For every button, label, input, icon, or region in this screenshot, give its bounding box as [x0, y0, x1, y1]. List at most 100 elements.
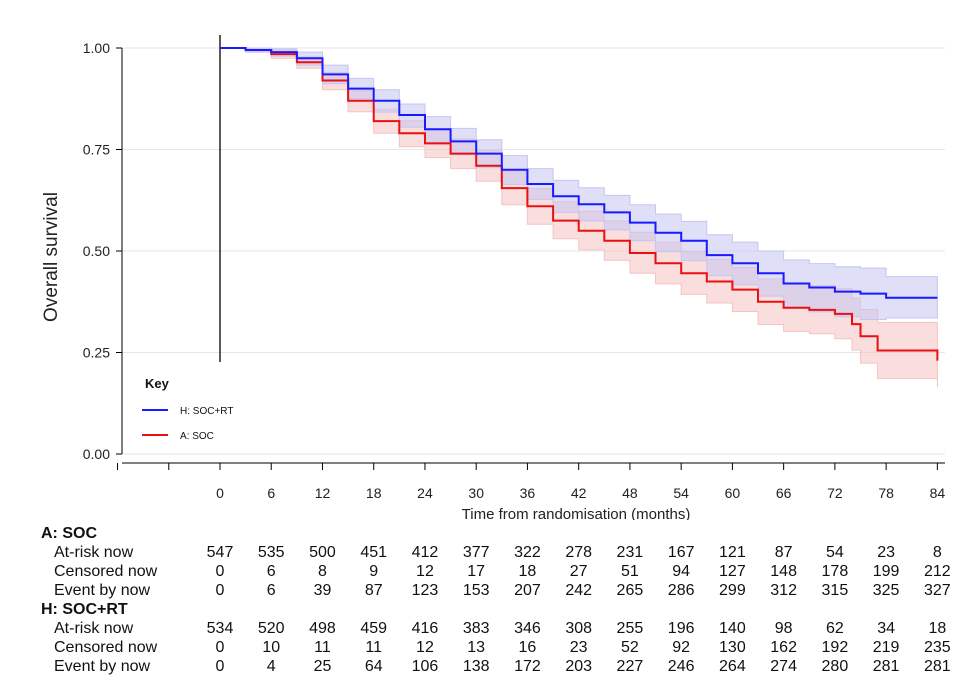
- risk-cell: 11: [365, 639, 383, 656]
- risk-cell: 140: [719, 620, 746, 637]
- risk-cell: 308: [565, 620, 593, 637]
- risk-cell: 203: [565, 658, 593, 675]
- x-tick-label: 84: [930, 485, 946, 501]
- grid-lines: [122, 47, 945, 455]
- risk-row-label: Censored now: [54, 563, 158, 580]
- risk-cell: 278: [565, 544, 593, 561]
- risk-cell: 18: [928, 620, 947, 637]
- risk-cell: 6: [266, 563, 276, 580]
- risk-cell: 0: [215, 563, 225, 580]
- x-tick-label: 54: [673, 485, 689, 501]
- risk-cell: 219: [872, 639, 900, 656]
- risk-cell: 34: [877, 620, 895, 637]
- y-axis-label: Overall survival: [41, 192, 62, 322]
- risk-cell: 246: [667, 658, 695, 675]
- survival-chart: 0.00 0.25 0.50 0.75 1.00 0 6 12 18 24 30 36 42 48 54 6…: [41, 35, 946, 520]
- x-tick-label: 72: [827, 485, 843, 501]
- risk-cell: 27: [569, 563, 588, 580]
- risk-cell: 138: [462, 658, 490, 675]
- x-tick-label: 24: [417, 485, 433, 501]
- risk-cell: 162: [770, 639, 797, 656]
- risk-cell: 535: [257, 544, 285, 561]
- risk-cell: 377: [462, 544, 490, 561]
- y-ticks: 0.00 0.25 0.50 0.75 1.00: [83, 40, 122, 462]
- survival-curve: [220, 47, 939, 361]
- risk-cell: 383: [462, 620, 490, 637]
- risk-cell: 520: [257, 620, 285, 637]
- x-tick-label: 30: [468, 485, 484, 501]
- risk-cell: 13: [467, 639, 486, 656]
- risk-cell: 547: [206, 544, 234, 561]
- number-at-risk-table: A: SOC At-risk now Censored now Event by…: [0, 520, 970, 696]
- x-tick-label: 78: [878, 485, 894, 501]
- risk-cell: 280: [821, 658, 849, 675]
- x-tick-label: 42: [571, 485, 587, 501]
- risk-cell: 327: [924, 582, 951, 599]
- risk-cell: 23: [569, 639, 588, 656]
- risk-cell: 23: [877, 544, 895, 561]
- risk-cell: 416: [411, 620, 439, 637]
- risk-cell: 500: [309, 544, 336, 561]
- risk-cell: 199: [872, 563, 900, 580]
- risk-cell: 227: [616, 658, 644, 675]
- x-tick-label: 18: [366, 485, 382, 501]
- risk-cell: 87: [774, 544, 793, 561]
- risk-cell: 94: [672, 563, 691, 580]
- survival-curve: [220, 47, 938, 299]
- risk-group-title-soc-rt: H: SOC+RT: [41, 601, 128, 618]
- y-tick-label: 1.00: [83, 40, 110, 56]
- legend-label-soc: A: SOC: [180, 431, 214, 442]
- risk-cell: 0: [215, 639, 225, 656]
- risk-cell: 8: [318, 563, 327, 580]
- risk-cell: 498: [309, 620, 336, 637]
- x-tick-label: 6: [267, 485, 275, 501]
- risk-cell: 212: [924, 563, 951, 580]
- risk-cell: 281: [872, 658, 900, 675]
- risk-cell: 178: [821, 563, 849, 580]
- risk-cell: 8: [932, 544, 942, 561]
- risk-cell: 0: [215, 658, 225, 675]
- risk-cell: 264: [719, 658, 746, 675]
- risk-row-label: At-risk now: [54, 544, 134, 561]
- risk-cell: 130: [719, 639, 746, 656]
- risk-cell: 148: [770, 563, 797, 580]
- risk-cell: 451: [360, 544, 388, 561]
- risk-cell: 92: [672, 639, 691, 656]
- risk-cell: 25: [313, 658, 332, 675]
- risk-cell: 286: [667, 582, 695, 599]
- risk-cell: 412: [411, 544, 439, 561]
- risk-group-title-soc: A: SOC: [41, 525, 97, 542]
- risk-cell: 11: [314, 639, 331, 656]
- risk-row-label: At-risk now: [54, 620, 134, 637]
- risk-cell: 265: [616, 582, 644, 599]
- risk-cell: 196: [667, 620, 695, 637]
- risk-cell: 39: [313, 582, 332, 599]
- risk-cell: 346: [514, 620, 541, 637]
- axes: [121, 48, 945, 464]
- risk-cell: 62: [825, 620, 844, 637]
- risk-cell: 231: [616, 544, 644, 561]
- risk-cell: 18: [518, 563, 537, 580]
- risk-cell: 121: [719, 544, 746, 561]
- risk-cell: 192: [821, 639, 849, 656]
- legend: Key H: SOC+RT A: SOC: [142, 376, 233, 442]
- risk-cell: 64: [364, 658, 383, 675]
- risk-cell: 123: [411, 582, 439, 599]
- risk-cell: 172: [514, 658, 541, 675]
- risk-cell: 315: [821, 582, 849, 599]
- y-tick-label: 0.25: [83, 345, 110, 361]
- confidence-bands: [220, 47, 938, 387]
- risk-cell: 87: [364, 582, 383, 599]
- risk-cell: 322: [514, 544, 541, 561]
- risk-cell: 242: [565, 582, 593, 599]
- risk-cell: 51: [621, 563, 639, 580]
- risk-cell: 0: [215, 582, 225, 599]
- legend-label-soc-rt: H: SOC+RT: [180, 406, 233, 417]
- risk-cell: 6: [266, 582, 276, 599]
- survival-curves: [220, 47, 939, 361]
- risk-cell: 299: [719, 582, 746, 599]
- risk-row-label: Event by now: [54, 582, 151, 599]
- risk-cell: 274: [770, 658, 797, 675]
- x-tick-label: 60: [725, 485, 741, 501]
- risk-cell: 17: [467, 563, 486, 580]
